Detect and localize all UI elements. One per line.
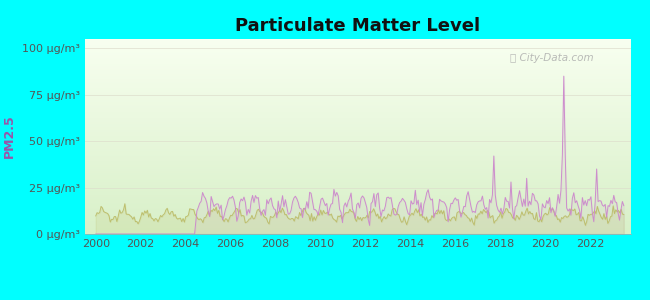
Y-axis label: PM2.5: PM2.5 xyxy=(3,115,16,158)
Title: Particulate Matter Level: Particulate Matter Level xyxy=(235,17,480,35)
Text: ⓘ City-Data.com: ⓘ City-Data.com xyxy=(510,52,594,63)
